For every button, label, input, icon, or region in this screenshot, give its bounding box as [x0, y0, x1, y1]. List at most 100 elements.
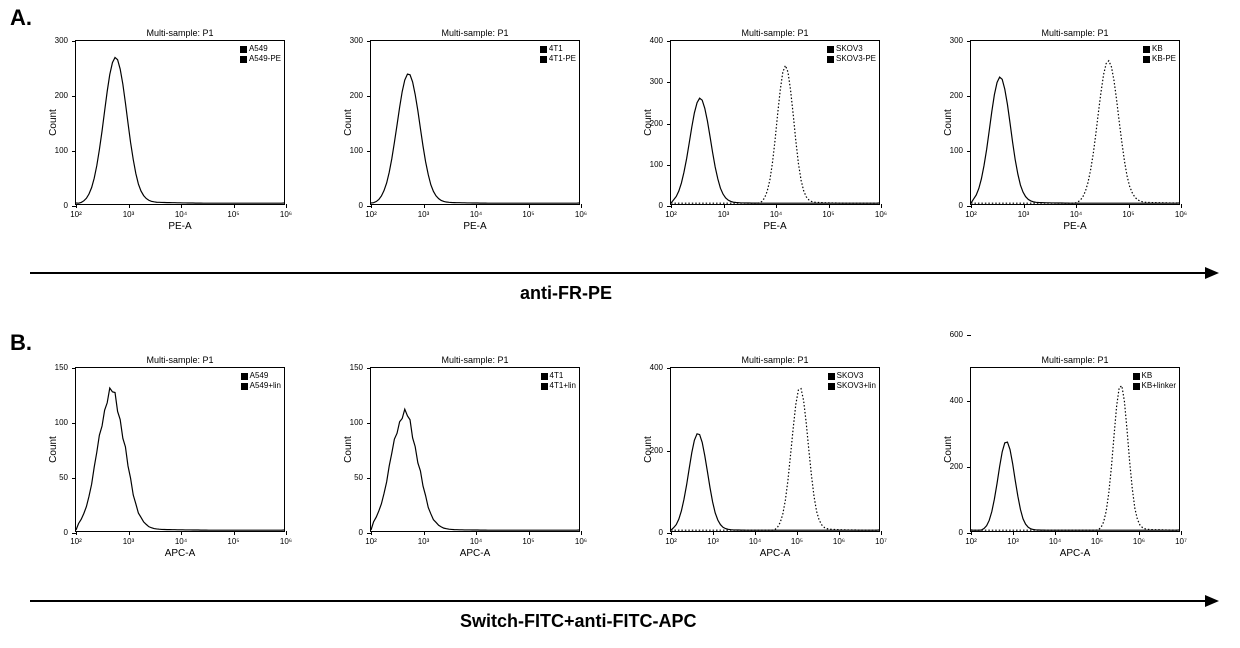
xlabel: APC-A: [970, 548, 1180, 559]
xtick-mark: [1129, 204, 1130, 208]
chart-a3: Multi-sample: P1010020030040010²10³10⁴10…: [640, 28, 920, 205]
ytick-label: 0: [939, 201, 963, 210]
chart-area: 010020030010²10³10⁴10⁵10⁶A549A549-PE: [75, 40, 285, 205]
legend-swatch: [541, 383, 548, 390]
xtick-label: 10⁴: [171, 210, 191, 219]
histogram-curve: [76, 57, 284, 203]
histogram-svg: [76, 368, 284, 531]
chart-a2: Multi-sample: P1010020030010²10³10⁴10⁵10…: [340, 28, 620, 205]
row-a-label: anti-FR-PE: [520, 283, 612, 304]
ytick-label: 300: [339, 36, 363, 45]
ytick-label: 200: [44, 91, 68, 100]
xtick-label: 10²: [661, 210, 681, 219]
ytick-mark: [967, 467, 971, 468]
chart-title: Multi-sample: P1: [75, 355, 285, 365]
chart-area: 020040010²10³10⁴10⁵10⁶10⁷SKOV3SKOV3+lin: [670, 367, 880, 532]
ytick-mark: [72, 368, 76, 369]
ytick-mark: [367, 478, 371, 479]
ytick-label: 100: [44, 146, 68, 155]
ytick-label: 100: [339, 146, 363, 155]
legend-swatch: [540, 56, 547, 63]
legend-swatch: [1133, 383, 1140, 390]
xtick-mark: [371, 204, 372, 208]
ylabel: Count: [643, 436, 654, 463]
xtick-mark: [1181, 204, 1182, 208]
legend: SKOV3SKOV3-PE: [827, 44, 876, 64]
chart-title: Multi-sample: P1: [970, 28, 1180, 38]
chart-b4: Multi-sample: P1020040060010²10³10⁴10⁵10…: [940, 355, 1220, 532]
xtick-label: 10⁵: [1087, 537, 1107, 546]
ytick-mark: [72, 478, 76, 479]
chart-a4: Multi-sample: P1010020030010²10³10⁴10⁵10…: [940, 28, 1220, 205]
xtick-label: 10²: [66, 210, 86, 219]
legend: KBKB+linker: [1133, 371, 1176, 391]
legend: SKOV3SKOV3+lin: [828, 371, 876, 391]
ytick-label: 600: [939, 330, 963, 339]
xtick-mark: [839, 531, 840, 535]
legend: 4T14T1+lin: [541, 371, 576, 391]
xtick-mark: [424, 204, 425, 208]
chart-b1: Multi-sample: P105010015010²10³10⁴10⁵10⁶…: [45, 355, 325, 532]
xtick-label: 10³: [1014, 210, 1034, 219]
xtick-mark: [129, 204, 130, 208]
xtick-mark: [971, 531, 972, 535]
xtick-label: 10³: [119, 210, 139, 219]
legend: A549A549+lin: [241, 371, 281, 391]
xtick-label: 10⁴: [1066, 210, 1086, 219]
xtick-label: 10³: [714, 210, 734, 219]
ytick-mark: [967, 96, 971, 97]
xtick-label: 10⁵: [224, 210, 244, 219]
histogram-svg: [971, 368, 1179, 531]
histogram-svg: [371, 368, 579, 531]
legend-text: SKOV3+lin: [837, 381, 876, 391]
xtick-mark: [476, 204, 477, 208]
legend-item: KB-PE: [1143, 54, 1176, 64]
xlabel: PE-A: [370, 221, 580, 232]
legend-swatch: [1143, 46, 1150, 53]
xlabel: APC-A: [75, 548, 285, 559]
xtick-label: 10⁶: [571, 537, 591, 546]
xtick-mark: [671, 531, 672, 535]
xtick-label: 10⁴: [1045, 537, 1065, 546]
legend-item: KB+linker: [1133, 381, 1176, 391]
xlabel: PE-A: [75, 221, 285, 232]
chart-title: Multi-sample: P1: [970, 355, 1180, 365]
ytick-label: 100: [639, 160, 663, 169]
xtick-mark: [881, 531, 882, 535]
xtick-label: 10⁴: [171, 537, 191, 546]
ytick-mark: [667, 41, 671, 42]
legend-text: KB: [1152, 44, 1163, 54]
xtick-label: 10²: [66, 537, 86, 546]
legend-text: 4T1+lin: [550, 381, 576, 391]
xtick-mark: [971, 204, 972, 208]
ytick-label: 200: [939, 462, 963, 471]
xtick-label: 10³: [414, 537, 434, 546]
legend-item: A549: [240, 44, 281, 54]
legend-swatch: [828, 373, 835, 380]
histogram-svg: [371, 41, 579, 204]
xtick-label: 10⁷: [871, 537, 891, 546]
xtick-label: 10⁵: [224, 537, 244, 546]
xtick-label: 10²: [361, 210, 381, 219]
legend-item: SKOV3: [828, 371, 876, 381]
xlabel: APC-A: [670, 548, 880, 559]
xtick-mark: [529, 204, 530, 208]
xtick-label: 10⁵: [519, 537, 539, 546]
histogram-curve: [971, 61, 1179, 203]
legend-item: SKOV3: [827, 44, 876, 54]
ytick-label: 300: [44, 36, 68, 45]
ytick-label: 50: [44, 473, 68, 482]
xtick-mark: [1076, 204, 1077, 208]
xtick-mark: [724, 204, 725, 208]
ylabel: Count: [343, 436, 354, 463]
histogram-curve: [971, 442, 1179, 530]
legend-text: 4T1-PE: [549, 54, 576, 64]
legend: A549A549-PE: [240, 44, 281, 64]
xtick-mark: [76, 204, 77, 208]
legend-text: SKOV3: [837, 371, 864, 381]
xtick-mark: [286, 531, 287, 535]
legend-item: 4T1+lin: [541, 381, 576, 391]
xtick-label: 10⁴: [766, 210, 786, 219]
xtick-label: 10⁴: [745, 537, 765, 546]
legend-text: 4T1: [550, 371, 564, 381]
